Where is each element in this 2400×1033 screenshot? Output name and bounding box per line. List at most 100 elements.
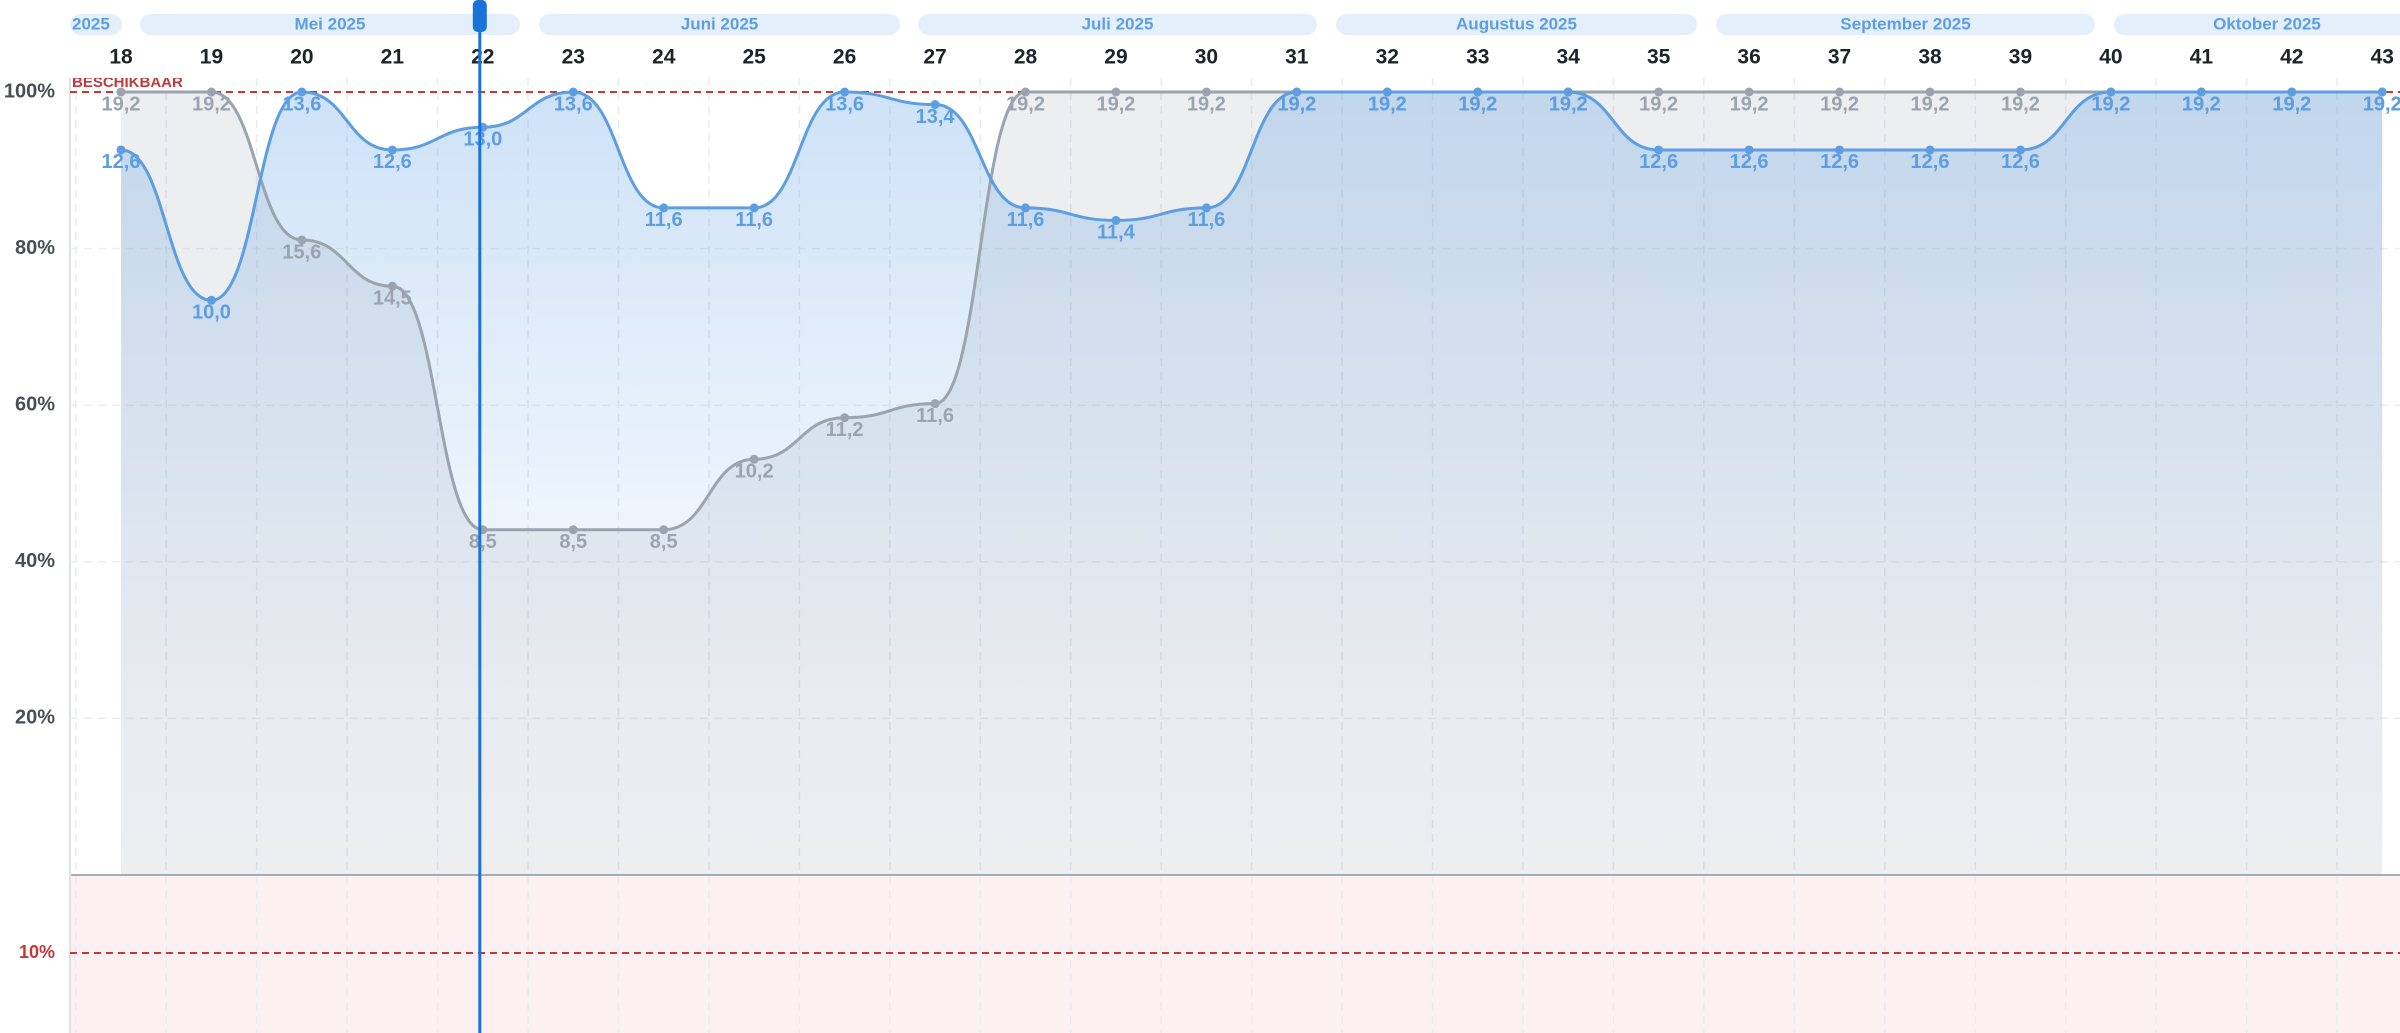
y-tick-label: 40%	[15, 550, 55, 572]
value-label: 8,5	[469, 531, 497, 553]
point	[2015, 87, 2025, 97]
week-label: 42	[2280, 46, 2303, 69]
value-label: 19,2	[2091, 93, 2130, 115]
week-label: 31	[1285, 46, 1309, 69]
point	[840, 413, 850, 423]
week-label: 24	[652, 46, 676, 69]
value-label: 8,5	[650, 531, 678, 553]
value-label: 12,6	[1730, 151, 1769, 173]
week-label: 19	[200, 46, 223, 69]
value-label: 11,6	[1007, 209, 1045, 231]
point	[2015, 145, 2025, 155]
week-label: 37	[1828, 46, 1851, 69]
value-label: 13,6	[554, 93, 593, 115]
value-label: 11,6	[916, 405, 954, 427]
value-label: 19,2	[2363, 93, 2400, 115]
point	[1111, 215, 1121, 225]
week-label: 43	[2371, 46, 2394, 69]
point	[387, 145, 397, 155]
month-pill	[539, 14, 900, 35]
point	[1654, 87, 1664, 97]
y-tick-label: 60%	[15, 393, 55, 415]
point	[387, 281, 397, 291]
value-label: 10,2	[735, 461, 774, 483]
value-label: 14,5	[373, 287, 412, 309]
value-label: 19,2	[1458, 93, 1497, 115]
value-label: 19,2	[1911, 93, 1950, 115]
week-label: 23	[562, 46, 585, 69]
value-label: 13,0	[463, 129, 502, 151]
point	[116, 145, 126, 155]
week-label: 36	[1737, 46, 1760, 69]
month-label: Oktober 2025	[2213, 14, 2321, 33]
month-label: Augustus 2025	[1456, 14, 1577, 33]
series-line	[120, 90, 2383, 302]
month-label: 2025	[72, 14, 110, 33]
point	[116, 87, 126, 97]
value-label: 19,2	[1277, 93, 1316, 115]
value-label: 19,2	[1187, 93, 1226, 115]
value-label: 12,6	[102, 151, 141, 173]
value-label: 19,2	[1549, 93, 1588, 115]
point	[1744, 145, 1754, 155]
month-label: Mei 2025	[295, 14, 366, 33]
value-label: 19,2	[192, 93, 231, 115]
value-label: 19,2	[1277, 93, 1316, 115]
point	[749, 203, 759, 213]
point	[568, 87, 578, 97]
week-label: 18	[109, 46, 133, 69]
point	[749, 454, 759, 464]
point	[2106, 87, 2116, 97]
point	[1925, 87, 1935, 97]
point	[1021, 87, 1030, 97]
point	[1473, 87, 1483, 97]
week-label: 21	[381, 46, 405, 69]
month-pill	[70, 14, 122, 35]
value-label: 19,2	[1639, 93, 1678, 115]
value-label: 19,2	[1549, 93, 1588, 115]
point	[1292, 87, 1302, 97]
value-label: 11,6	[645, 209, 683, 231]
point	[1201, 87, 1211, 97]
value-label: 11,6	[1187, 209, 1225, 231]
value-label: 19,2	[1458, 93, 1497, 115]
month-label: September 2025	[1840, 14, 1970, 33]
value-label: 19,2	[2272, 93, 2311, 115]
week-label: 41	[2190, 46, 2214, 69]
point	[1925, 145, 1935, 155]
point	[1021, 203, 1030, 213]
value-label: 11,6	[735, 209, 773, 231]
value-label: 12,6	[2001, 151, 2040, 173]
week-label: 40	[2099, 46, 2122, 69]
month-pill	[140, 14, 520, 35]
value-label: 19,2	[2091, 93, 2130, 115]
point	[1111, 87, 1121, 97]
point	[2377, 87, 2387, 97]
week-label: 35	[1647, 46, 1671, 69]
value-label: 13,6	[282, 93, 321, 115]
point	[1835, 145, 1845, 155]
point	[1382, 87, 1392, 97]
month-pill	[918, 14, 1317, 35]
capacity-label: BESCHIKBAAR	[72, 74, 183, 91]
week-label: 30	[1195, 46, 1218, 69]
week-label: 33	[1466, 46, 1489, 69]
week-label: 34	[1557, 46, 1581, 69]
point	[206, 295, 216, 305]
point	[568, 525, 578, 535]
week-label: 25	[742, 46, 766, 69]
value-label: 19,2	[1368, 93, 1407, 115]
week-label: 27	[923, 46, 946, 69]
point	[206, 87, 216, 97]
week-label: 29	[1104, 46, 1127, 69]
value-label: 15,6	[282, 241, 321, 263]
value-label: 10,0	[192, 302, 231, 324]
value-label: 12,6	[373, 151, 412, 173]
value-label: 13,4	[916, 106, 956, 128]
month-pill	[1336, 14, 1697, 35]
month-label: Juli 2025	[1082, 14, 1154, 33]
header-bg	[0, 0, 2400, 78]
area	[121, 92, 2383, 875]
point	[930, 399, 940, 409]
